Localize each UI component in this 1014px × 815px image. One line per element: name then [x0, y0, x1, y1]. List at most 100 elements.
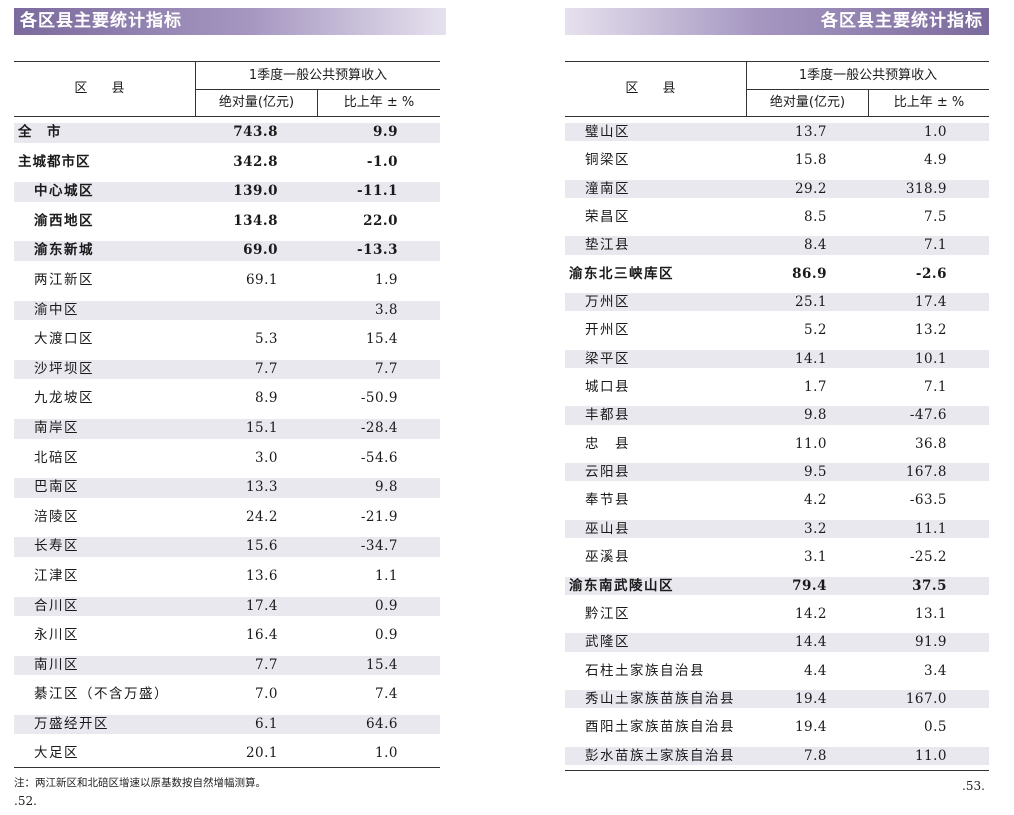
- row-yoy-change: 36.8: [914, 435, 947, 452]
- row-region-name: 万盛经开区: [34, 715, 109, 732]
- table-row: 中心城区 139.0 -11.1: [14, 177, 440, 207]
- row-region-name: 南岸区: [34, 419, 79, 436]
- row-region-name: 渝东北三峡库区: [569, 265, 674, 282]
- right-banner-title: 各区县主要统计指标: [565, 8, 989, 35]
- table-row: 彭水苗族土家族自治县 7.8 11.0: [565, 742, 989, 770]
- row-yoy-change: 91.9: [914, 634, 947, 651]
- row-absolute-value: 6.1: [255, 715, 278, 732]
- row-yoy-change: 9.9: [373, 124, 398, 140]
- row-absolute-value: 9.5: [804, 464, 827, 481]
- table-row: 垫江县 8.4 7.1: [565, 231, 989, 259]
- row-absolute-value: 19.4: [794, 690, 827, 707]
- row-absolute-value: 134.8: [233, 212, 278, 229]
- row-absolute-value: 29.2: [794, 180, 827, 197]
- row-region-name: 忠 县: [585, 435, 630, 452]
- table-row: 武隆区 14.4 91.9: [565, 628, 989, 656]
- row-yoy-change: 0.9: [375, 597, 398, 614]
- row-absolute-value: 7.0: [255, 686, 278, 703]
- row-yoy-change: 1.0: [375, 745, 398, 762]
- table-row: 北碚区 3.0 -54.6: [14, 444, 440, 474]
- row-absolute-value: 8.9: [255, 390, 278, 407]
- right-page-number: .53.: [962, 779, 985, 793]
- table-row: 渝东北三峡库区 86.9 -2.6: [565, 260, 989, 288]
- table-row: 大足区 20.1 1.0: [14, 739, 440, 769]
- right-header-yoy: 比上年 ± %: [893, 95, 965, 110]
- left-header-abs: 绝对量(亿元): [196, 89, 318, 116]
- row-region-name: 江津区: [34, 567, 79, 584]
- row-absolute-value: 8.5: [804, 209, 827, 226]
- row-yoy-change: 4.9: [924, 152, 947, 169]
- row-yoy-change: -2.6: [915, 265, 947, 282]
- row-absolute-value: 15.8: [794, 152, 827, 169]
- row-region-name: 南川区: [34, 656, 79, 673]
- row-yoy-change: 17.4: [914, 294, 947, 311]
- left-table-header: 区 县 1季度一般公共预算收入 绝对量(亿元) 比上年 ± %: [14, 61, 440, 117]
- row-absolute-value: 139.0: [233, 183, 278, 200]
- row-region-name: 涪陵区: [34, 508, 79, 525]
- row-yoy-change: 7.4: [375, 686, 398, 703]
- row-absolute-value: 14.4: [794, 634, 827, 651]
- row-region-name: 铜梁区: [585, 152, 630, 169]
- row-yoy-change: 0.9: [375, 627, 398, 644]
- row-yoy-change: 1.0: [924, 124, 947, 140]
- table-row: 渝东南武陵山区 79.4 37.5: [565, 572, 989, 600]
- table-row: 铜梁区 15.8 4.9: [565, 146, 989, 174]
- table-row: 合川区 17.4 0.9: [14, 592, 440, 622]
- row-absolute-value: 79.4: [792, 577, 827, 594]
- row-absolute-value: 7.7: [255, 656, 278, 673]
- row-region-name: 渝东南武陵山区: [569, 577, 674, 594]
- row-absolute-value: 16.4: [245, 627, 278, 644]
- right-header-abs: 绝对量(亿元): [747, 89, 869, 116]
- row-yoy-change: -21.9: [360, 508, 398, 525]
- row-absolute-value: 86.9: [792, 265, 827, 282]
- left-header-group: 1季度一般公共预算收入: [196, 62, 440, 90]
- row-absolute-value: 7.8: [804, 747, 827, 764]
- row-yoy-change: -13.3: [357, 242, 398, 259]
- row-yoy-change: -54.6: [360, 449, 398, 466]
- table-row: 渝东新城 69.0 -13.3: [14, 236, 440, 266]
- row-region-name: 荣昌区: [585, 209, 630, 226]
- row-yoy-change: 11.1: [914, 520, 947, 537]
- row-absolute-value: 3.1: [804, 549, 827, 566]
- row-region-name: 九龙坡区: [34, 390, 94, 407]
- row-absolute-value: 24.2: [245, 508, 278, 525]
- left-table-body: 全 市 743.8 9.9 主城都市区 342.8 -1.0 中心城区 139.0 -11.1 渝…: [14, 118, 440, 769]
- row-region-name: 中心城区: [34, 183, 94, 200]
- row-absolute-value: 8.4: [804, 237, 827, 254]
- table-row: 开州区 5.2 13.2: [565, 316, 989, 344]
- row-yoy-change: 11.0: [914, 747, 947, 764]
- row-yoy-change: 7.1: [924, 237, 947, 254]
- table-row: 南川区 7.7 15.4: [14, 651, 440, 681]
- row-absolute-value: 9.8: [804, 407, 827, 424]
- row-absolute-value: 743.8: [233, 124, 278, 140]
- row-yoy-change: 1.9: [375, 271, 398, 288]
- row-yoy-change: 13.2: [914, 322, 947, 339]
- table-row: 酉阳土家族苗族自治县 19.4 0.5: [565, 713, 989, 741]
- row-yoy-change: -25.2: [909, 549, 947, 566]
- table-row: 万盛经开区 6.1 64.6: [14, 710, 440, 740]
- row-yoy-change: 3.4: [924, 662, 947, 679]
- left-banner-title: 各区县主要统计指标: [14, 8, 446, 35]
- row-yoy-change: 7.7: [375, 360, 398, 377]
- table-row: 忠 县 11.0 36.8: [565, 430, 989, 458]
- table-row: 全 市 743.8 9.9: [14, 118, 440, 148]
- row-region-name: 渝中区: [34, 301, 79, 318]
- row-yoy-change: 1.1: [375, 567, 398, 584]
- row-yoy-change: 0.5: [924, 719, 947, 736]
- row-region-name: 两江新区: [34, 271, 94, 288]
- row-absolute-value: 15.6: [245, 538, 278, 555]
- row-region-name: 黔江区: [585, 605, 630, 622]
- table-row: 渝西地区 134.8 22.0: [14, 207, 440, 237]
- table-row: 南岸区 15.1 -28.4: [14, 414, 440, 444]
- row-yoy-change: 22.0: [363, 212, 398, 229]
- row-absolute-value: 13.6: [245, 567, 278, 584]
- row-region-name: 彭水苗族土家族自治县: [585, 747, 735, 764]
- left-page-number: .52.: [14, 794, 37, 808]
- table-row: 九龙坡区 8.9 -50.9: [14, 384, 440, 414]
- row-absolute-value: 3.2: [804, 520, 827, 537]
- row-absolute-value: 14.2: [794, 605, 827, 622]
- footnote: 注：两江新区和北碚区增速以原基数按自然增幅测算。: [14, 777, 266, 789]
- table-row: 江津区 13.6 1.1: [14, 562, 440, 592]
- row-yoy-change: -1.0: [366, 153, 398, 170]
- row-region-name: 奉节县: [585, 492, 630, 509]
